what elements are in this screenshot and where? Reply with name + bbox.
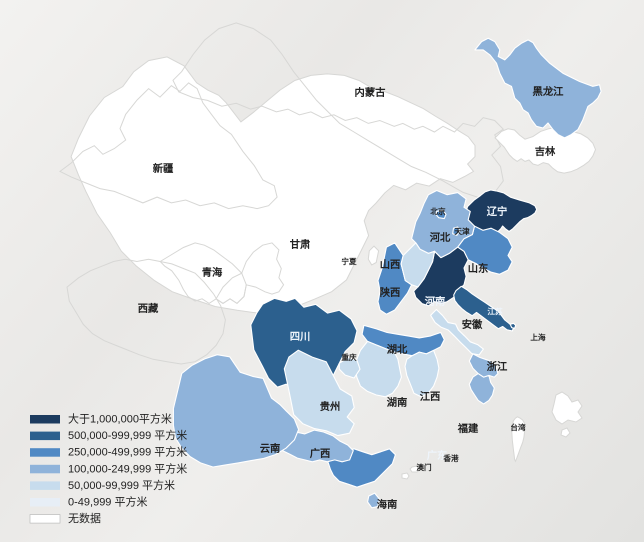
svg-text:江西: 江西 xyxy=(420,390,441,403)
svg-text:吉林: 吉林 xyxy=(535,145,556,158)
svg-text:宁夏: 宁夏 xyxy=(341,256,357,266)
svg-text:湖北: 湖北 xyxy=(387,343,408,356)
svg-text:新疆: 新疆 xyxy=(153,162,174,175)
svg-text:海南: 海南 xyxy=(377,498,398,511)
svg-text:黑龙江: 黑龙江 xyxy=(533,85,565,98)
svg-text:100,000-249,999 平方米: 100,000-249,999 平方米 xyxy=(68,461,187,475)
svg-text:500,000-999,999 平方米: 500,000-999,999 平方米 xyxy=(68,428,187,442)
svg-text:湖南: 湖南 xyxy=(387,396,408,409)
svg-text:河北: 河北 xyxy=(430,231,451,244)
svg-text:浙江: 浙江 xyxy=(487,360,508,373)
svg-text:上海: 上海 xyxy=(530,332,546,342)
svg-text:250,000-499,999 平方米: 250,000-499,999 平方米 xyxy=(68,445,187,459)
svg-text:无数据: 无数据 xyxy=(68,511,101,525)
svg-text:河南: 河南 xyxy=(425,295,446,308)
svg-text:澳门: 澳门 xyxy=(416,462,432,472)
svg-text:山西: 山西 xyxy=(380,258,401,271)
svg-text:青海: 青海 xyxy=(202,266,223,279)
svg-text:西藏: 西藏 xyxy=(138,302,159,315)
svg-text:广西: 广西 xyxy=(310,447,331,460)
svg-text:云南: 云南 xyxy=(260,442,281,455)
svg-text:四川: 四川 xyxy=(290,331,311,343)
svg-text:重庆: 重庆 xyxy=(341,352,357,362)
svg-text:安徽: 安徽 xyxy=(462,318,483,331)
svg-text:山东: 山东 xyxy=(468,262,489,275)
svg-text:0-49,999 平方米: 0-49,999 平方米 xyxy=(68,495,147,509)
svg-text:陕西: 陕西 xyxy=(380,286,401,299)
svg-text:台湾: 台湾 xyxy=(510,422,526,432)
svg-text:辽宁: 辽宁 xyxy=(487,205,508,218)
svg-text:内蒙古: 内蒙古 xyxy=(355,86,386,99)
svg-text:50,000-99,999 平方米: 50,000-99,999 平方米 xyxy=(68,478,175,492)
svg-text:江苏: 江苏 xyxy=(487,306,503,316)
svg-text:北京: 北京 xyxy=(430,206,446,216)
svg-text:福建: 福建 xyxy=(457,422,479,435)
svg-text:大于1,000,000平方米: 大于1,000,000平方米 xyxy=(68,412,172,426)
svg-text:贵州: 贵州 xyxy=(320,400,341,413)
svg-text:甘肃: 甘肃 xyxy=(290,238,311,251)
svg-text:天津: 天津 xyxy=(454,226,470,236)
svg-text:香港: 香港 xyxy=(442,453,459,463)
